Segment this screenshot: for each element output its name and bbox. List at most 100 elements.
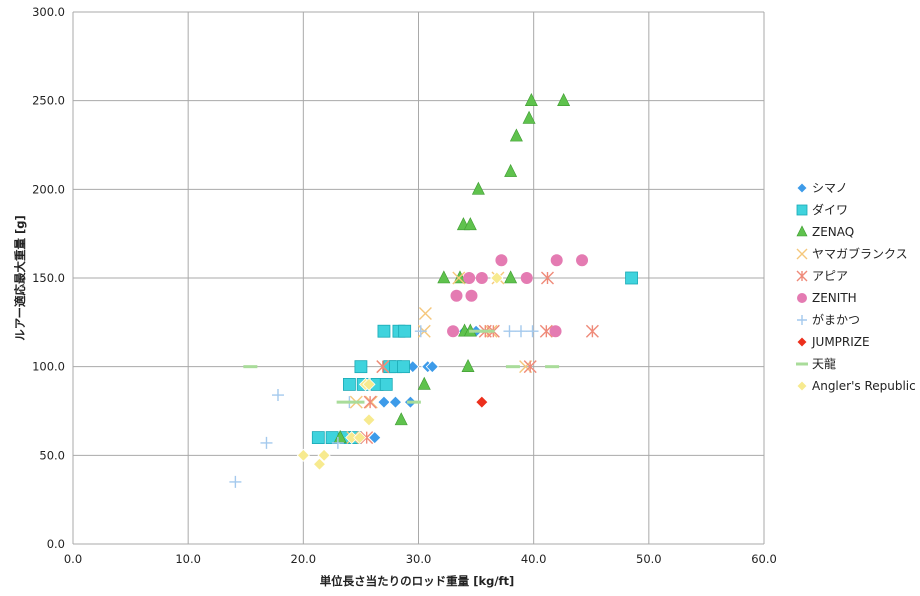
legend-item: JUMPRIZE xyxy=(796,335,870,349)
data-point xyxy=(475,272,488,284)
data-point xyxy=(342,377,356,391)
legend-marker xyxy=(796,182,808,194)
x-tick-label: 40.0 xyxy=(521,552,547,566)
legend-item: ZENAQ xyxy=(796,225,854,239)
data-point xyxy=(450,289,463,302)
legend-item: シマノ xyxy=(796,181,848,195)
legend-item: アピア xyxy=(796,269,848,283)
data-point xyxy=(425,360,439,374)
x-tick-label: 60.0 xyxy=(751,552,777,566)
data-point xyxy=(271,389,284,402)
y-tick-label: 100.0 xyxy=(32,360,65,374)
data-point xyxy=(463,272,476,284)
data-point xyxy=(354,360,368,374)
legend-item: ZENITH xyxy=(797,291,857,305)
y-tick-label: 0.0 xyxy=(47,537,65,551)
legend-marker xyxy=(796,204,808,216)
legend-marker xyxy=(796,380,808,392)
data-point xyxy=(368,431,382,445)
data-point xyxy=(229,475,242,488)
data-point xyxy=(312,457,327,471)
data-point xyxy=(585,324,599,338)
data-point xyxy=(524,92,538,106)
y-tick-label: 200.0 xyxy=(32,182,65,196)
data-point xyxy=(475,395,489,409)
data-point xyxy=(495,254,508,267)
legend-marker xyxy=(796,225,808,237)
series-asterisk xyxy=(360,271,599,445)
y-tick-label: 150.0 xyxy=(32,271,65,285)
y-tick-label: 300.0 xyxy=(32,5,65,19)
data-point xyxy=(576,254,589,267)
data-point xyxy=(523,360,537,374)
legend-label: がまかつ xyxy=(812,312,860,327)
legend-marker xyxy=(797,315,807,325)
legend-marker xyxy=(796,248,808,260)
data-point xyxy=(360,431,374,445)
data-point xyxy=(418,306,432,320)
data-point xyxy=(394,412,408,426)
legend-item: ヤマガブランクス xyxy=(796,246,908,261)
series-dash xyxy=(243,329,560,404)
data-point xyxy=(463,217,477,231)
data-point xyxy=(397,360,410,374)
data-point xyxy=(522,110,536,124)
data-point xyxy=(447,325,460,338)
data-point xyxy=(377,324,391,338)
y-tick-label: 50.0 xyxy=(39,448,65,462)
data-point xyxy=(514,325,527,338)
legend-marker xyxy=(796,270,808,282)
legend-item: がまかつ xyxy=(797,312,860,327)
data-point xyxy=(520,272,533,284)
data-point xyxy=(471,181,485,195)
data-point xyxy=(364,395,378,409)
tick-labels: 0.0 10.0 20.0 30.0 40.0 50.0 60.0 0.0 50.0 100.0 1… xyxy=(32,5,777,566)
legend-label: Angler's Republic xyxy=(812,379,916,393)
legend-label: 天龍 xyxy=(812,356,836,371)
data-point xyxy=(540,271,554,285)
data-point xyxy=(331,436,344,449)
data-point xyxy=(414,325,427,338)
data-point xyxy=(539,324,553,338)
data-point xyxy=(550,254,563,267)
data-point xyxy=(490,271,504,285)
data-point xyxy=(625,271,638,285)
data-point xyxy=(504,270,518,284)
legend-label: JUMPRIZE xyxy=(811,335,870,349)
legend-label: ZENITH xyxy=(812,291,857,305)
series-x xyxy=(346,271,533,445)
x-axis-title: 単位長さ当たりのロッド重量 [kg/ft] xyxy=(320,574,515,588)
legend-label: シマノ xyxy=(812,181,848,195)
x-tick-label: 10.0 xyxy=(175,552,201,566)
data-point xyxy=(377,395,391,409)
data-point xyxy=(388,395,403,409)
x-tick-label: 30.0 xyxy=(406,552,432,566)
legend-label: ヤマガブランクス xyxy=(812,246,908,261)
data-point xyxy=(363,395,377,409)
data-point xyxy=(296,448,310,462)
legend-marker xyxy=(797,293,807,303)
data-point xyxy=(417,376,431,390)
legend-marker xyxy=(796,336,808,348)
data-point xyxy=(379,377,393,391)
data-point xyxy=(557,92,571,106)
series-diamond xyxy=(296,271,504,471)
legend-label: ダイワ xyxy=(812,202,848,217)
data-point xyxy=(398,324,412,338)
data-point xyxy=(362,377,376,391)
data-point xyxy=(461,358,475,372)
legend-item: Angler's Republic xyxy=(796,379,916,393)
data-point xyxy=(437,270,451,284)
data-point xyxy=(503,325,516,338)
series-diamond xyxy=(475,395,489,409)
data-point xyxy=(504,163,518,177)
data-point xyxy=(353,431,367,445)
data-point xyxy=(465,289,478,302)
data-point xyxy=(317,448,331,462)
data-point xyxy=(549,325,562,338)
data-point xyxy=(260,436,273,449)
legend-item: ダイワ xyxy=(796,202,848,217)
x-tick-label: 20.0 xyxy=(291,552,317,566)
